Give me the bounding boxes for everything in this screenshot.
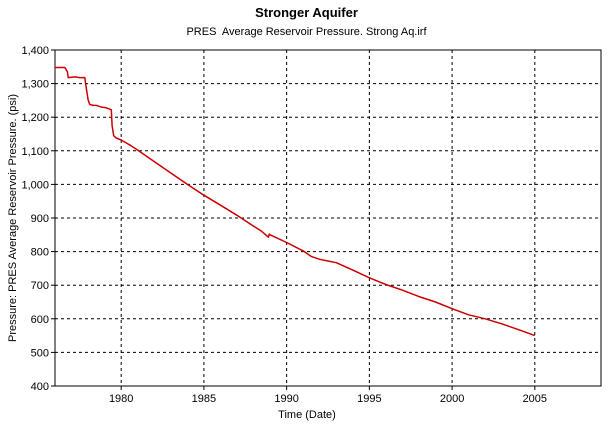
y-tick-label: 700 (31, 280, 49, 292)
x-tick-label: 1990 (274, 393, 298, 405)
y-tick-label: 600 (31, 314, 49, 326)
x-tick-label: 1980 (109, 393, 133, 405)
y-tick-label: 1,300 (21, 79, 49, 91)
grid-lines (55, 50, 601, 386)
y-tick-label: 800 (31, 247, 49, 259)
y-tick-label: 1,200 (21, 112, 49, 124)
x-tick-label: 2005 (523, 393, 547, 405)
x-tick-label: 1985 (192, 393, 216, 405)
pressure-series-line (55, 66, 536, 337)
y-tick-label: 400 (31, 381, 49, 393)
y-tick-label: 900 (31, 213, 49, 225)
y-tick-label: 1,000 (21, 179, 49, 191)
x-axis-label: Time (Date) (278, 409, 336, 421)
chart-subtitle: PRES Average Reservoir Pressure. Strong … (186, 26, 427, 38)
chart-title: Stronger Aquifer (255, 5, 358, 20)
y-axis-label: Pressure: PRES Average Reservoir Pressur… (7, 94, 19, 342)
y-tick-label: 1,400 (21, 45, 49, 57)
series-layer (55, 66, 536, 337)
y-tick-label: 1,100 (21, 146, 49, 158)
axis-ticks: 1980 1985 1990 1995 2000 2005 400 500 600 700 800 9… (21, 45, 547, 405)
x-tick-label: 1995 (357, 393, 381, 405)
x-tick-label: 2000 (440, 393, 464, 405)
y-tick-label: 500 (31, 347, 49, 359)
